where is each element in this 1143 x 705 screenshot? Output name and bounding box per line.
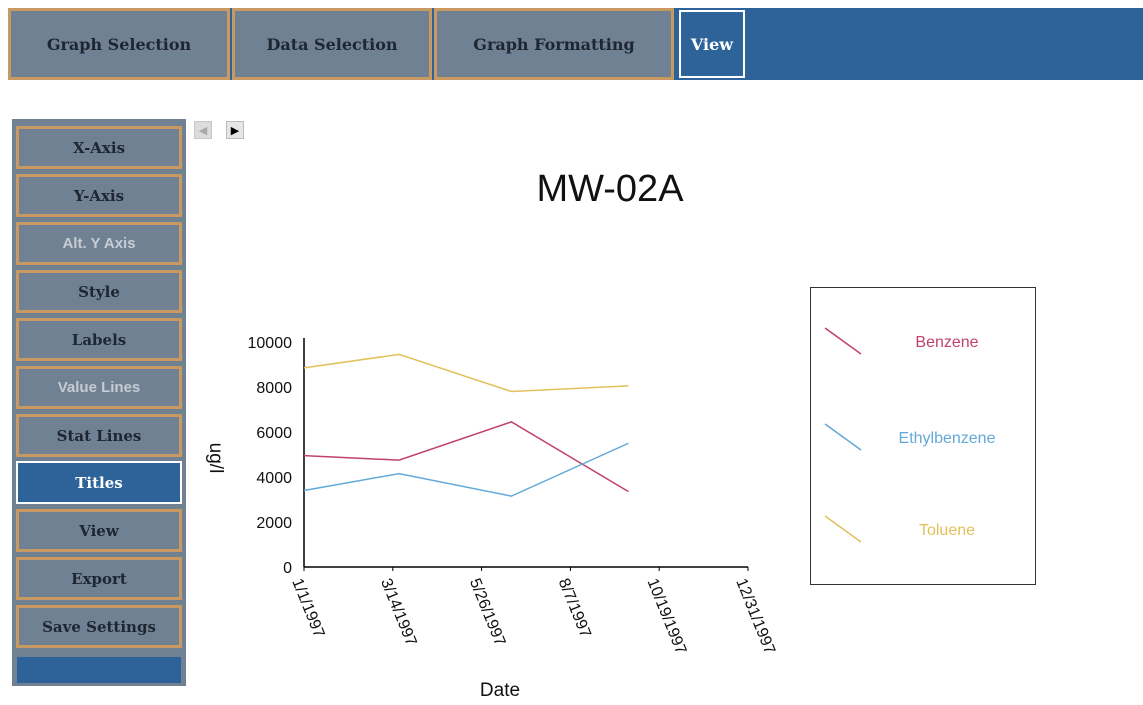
chart-title: MW-02A xyxy=(536,168,684,210)
side-menu-stat-lines-button[interactable]: Stat Lines xyxy=(16,414,182,457)
y-tick-label: 2000 xyxy=(256,515,292,532)
arrow-left-icon: ◀ xyxy=(198,124,208,137)
legend-swatch-benzene xyxy=(824,327,862,355)
tab-data-selection[interactable]: Data Selection xyxy=(232,8,432,80)
tab-graph-selection[interactable]: Graph Selection xyxy=(8,8,230,80)
series-line-benzene xyxy=(303,421,629,493)
side-menu-value-lines-button[interactable]: Value Lines xyxy=(16,366,182,409)
legend-label-ethylbenzene: Ethylbenzene xyxy=(899,430,996,447)
next-page-button[interactable]: ▶ xyxy=(226,121,244,139)
prev-page-button[interactable]: ◀ xyxy=(194,121,212,139)
side-menu-alt-y-axis-button[interactable]: Alt. Y Axis xyxy=(16,222,182,265)
arrow-right-icon: ▶ xyxy=(230,124,240,137)
tab-view[interactable]: View xyxy=(679,10,745,78)
series-line-toluene xyxy=(303,353,629,393)
y-tick-label: 8000 xyxy=(256,380,292,397)
side-menu-save-settings-button[interactable]: Save Settings xyxy=(16,605,182,648)
side-menu-footer xyxy=(16,656,182,684)
x-axis-label: Date xyxy=(479,680,521,701)
tab-graph-formatting[interactable]: Graph Formatting xyxy=(434,8,674,80)
x-tick-label: 5/26/1997 xyxy=(466,576,508,648)
x-tick-label: 8/7/1997 xyxy=(555,576,594,640)
y-tick-label: 10000 xyxy=(248,335,293,352)
x-tick-label: 12/31/1997 xyxy=(732,576,778,657)
x-tick-label: 10/19/1997 xyxy=(643,576,689,657)
side-menu-style-button[interactable]: Style xyxy=(16,270,182,313)
y-tick-label: 0 xyxy=(283,560,292,577)
x-tick-label: 1/1/1997 xyxy=(288,576,327,640)
side-menu-y-axis-button[interactable]: Y-Axis xyxy=(16,174,182,217)
legend-label-benzene: Benzene xyxy=(915,334,978,351)
series-line-ethylbenzene xyxy=(303,442,629,497)
side-menu-titles-button[interactable]: Titles xyxy=(16,461,182,504)
chart-legend: Benzene Ethylbenzene Toluene xyxy=(810,287,1036,585)
x-tick-label: 3/14/1997 xyxy=(377,576,419,648)
side-menu-x-axis-button[interactable]: X-Axis xyxy=(16,126,182,169)
y-tick-label: 6000 xyxy=(256,425,292,442)
legend-label-toluene: Toluene xyxy=(919,522,975,539)
legend-swatch-toluene xyxy=(824,515,862,543)
side-menu-export-button[interactable]: Export xyxy=(16,557,182,600)
side-menu-labels-button[interactable]: Labels xyxy=(16,318,182,361)
side-menu-view-button[interactable]: View xyxy=(16,509,182,552)
legend-swatch-ethylbenzene xyxy=(824,423,862,451)
y-tick-label: 4000 xyxy=(256,470,292,487)
